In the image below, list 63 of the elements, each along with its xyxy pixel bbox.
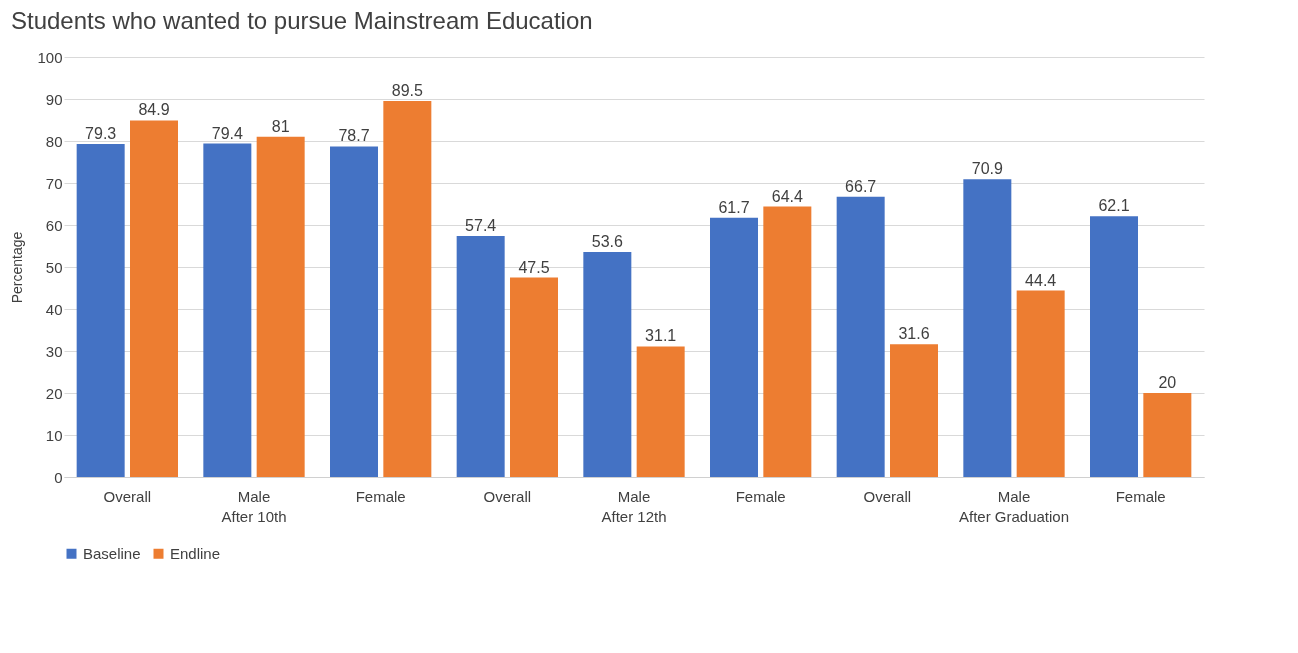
data-label: 70.9 [971,160,1004,178]
bar [1143,393,1192,477]
bar [203,143,252,477]
y-axis-title: Percentage [9,231,26,304]
bar [1090,216,1138,477]
x-tick-label: Female [1115,487,1166,505]
data-label: 47.5 [518,258,550,276]
text: After Graduation [958,508,1070,525]
x-tick-label: Overall [483,487,532,505]
data-label: 78.7 [338,127,370,145]
bar [456,235,505,477]
bar [763,206,812,477]
bar [710,217,758,477]
bar [510,277,558,477]
bar [383,101,432,477]
y-tick-label: 100 [37,48,63,66]
x-tick-label: Overall [103,487,152,505]
legend-label: Baseline [83,544,141,562]
y-tick-label: 30 [45,342,63,360]
bar [256,136,305,477]
y-tick-label: 10 [45,426,63,444]
data-label: 31.1 [645,327,677,345]
data-label: 79.4 [211,124,244,142]
data-label: 64.4 [771,187,804,205]
bar [636,346,685,477]
data-label: 89.5 [391,82,424,100]
chart-title: Students who wanted to pursue Mainstream Education [10,7,593,34]
y-tick-label: 80 [45,132,63,150]
x-tick-label: Male [617,487,651,505]
text: After 10th [221,508,287,525]
data-label: 53.6 [591,232,624,250]
data-label: 61.7 [718,198,750,216]
bar [836,196,885,477]
bar [330,146,378,477]
data-label: 84.9 [138,101,170,119]
data-label: 44.4 [1025,271,1057,289]
bar [963,179,1012,477]
data-label: 31.6 [898,325,930,343]
data-label: 66.7 [845,177,877,195]
data-label: 57.4 [465,216,497,234]
y-tick-label: 50 [45,258,63,276]
bar [890,344,938,477]
x-tick-label: Overall [863,487,912,505]
data-label: 62.1 [1098,197,1130,215]
y-tick-label: 90 [45,90,63,108]
x-tick-label: Female [735,487,786,505]
data-label: 20 [1158,374,1177,391]
x-tick-label: Male [997,487,1031,505]
x-tick-label: Male [237,487,271,505]
legend-label: Endline [170,544,221,562]
y-tick-label: 70 [45,174,63,192]
y-tick-label: 60 [45,216,63,234]
bar [1016,290,1065,477]
x-tick-label: Female [355,487,406,505]
text: After 12th [601,508,667,525]
bar [76,143,125,477]
y-tick-label: 40 [45,300,63,318]
bar [130,120,178,477]
y-tick-label: 20 [45,384,63,402]
data-label: 81 [271,117,290,135]
y-tick-label: 0 [54,468,63,486]
bar [583,251,632,477]
data-label: 79.3 [85,124,117,142]
